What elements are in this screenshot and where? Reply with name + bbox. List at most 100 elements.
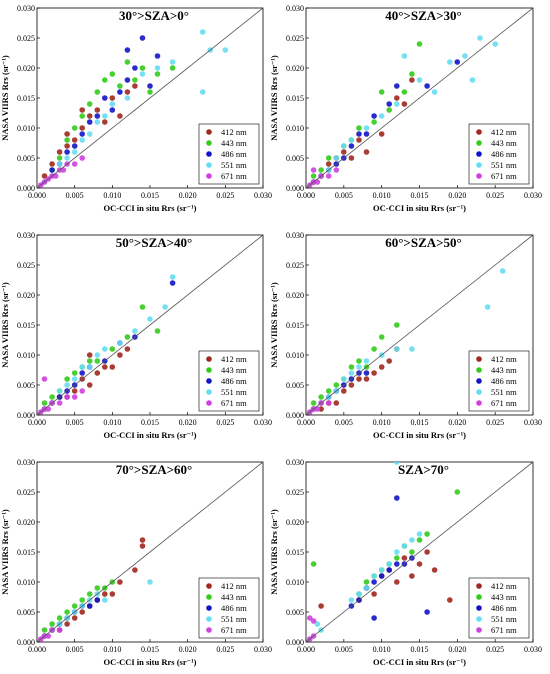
scatter-panel-6: 0.000 0.005 0.010 0.015 0.020 0.025 0.030 0.000…: [269, 458, 542, 667]
data-point: [109, 591, 116, 597]
data-point: [49, 161, 55, 167]
panel-title: SZA>70°: [398, 462, 449, 477]
data-point: [139, 543, 146, 549]
data-point: [401, 101, 408, 107]
data-point: [86, 113, 93, 119]
data-point: [45, 633, 52, 639]
data-point: [424, 531, 430, 537]
legend-marker: [476, 367, 482, 373]
data-point: [94, 358, 101, 364]
legend-label: 671 nm: [221, 625, 247, 635]
data-point: [102, 346, 108, 352]
y-tick-label: 0.000: [286, 638, 304, 647]
data-point: [45, 406, 52, 412]
data-point: [386, 101, 393, 107]
legend-label: 671 nm: [221, 171, 247, 181]
data-point: [79, 107, 85, 113]
legend-marker: [476, 173, 482, 179]
data-point: [86, 101, 93, 107]
x-tick-label: 0.030: [524, 191, 542, 200]
data-point: [102, 364, 108, 370]
x-tick-label: 0.030: [254, 418, 272, 427]
data-point: [64, 143, 70, 149]
x-tick-label: 0.010: [373, 418, 391, 427]
data-point: [169, 274, 176, 280]
x-tick-label: 0.020: [448, 645, 466, 654]
legend-label: 551 nm: [491, 387, 517, 397]
y-tick-label: 0.000: [17, 184, 35, 193]
legend-label: 443 nm: [491, 365, 517, 375]
data-point: [431, 89, 438, 95]
legend-marker: [476, 140, 482, 146]
data-point: [394, 101, 400, 107]
data-point: [356, 591, 362, 597]
data-point: [64, 376, 70, 382]
data-point: [371, 591, 377, 597]
legend-marker: [476, 151, 482, 157]
y-tick-label: 0.020: [17, 291, 35, 300]
data-point: [386, 107, 393, 113]
panel-title: 70°>SZA>60°: [116, 462, 193, 477]
data-point: [378, 334, 385, 340]
legend-marker: [476, 594, 482, 600]
y-tick-label: 0.000: [286, 184, 304, 193]
x-tick-label: 0.005: [335, 418, 353, 427]
x-tick-label: 0.000: [28, 418, 46, 427]
legend-label: 412 nm: [491, 354, 517, 364]
x-tick-label: 0.030: [254, 191, 272, 200]
data-point: [139, 71, 146, 77]
data-point: [409, 77, 415, 83]
data-point: [169, 280, 176, 286]
data-point: [333, 382, 340, 388]
data-point: [394, 462, 400, 465]
data-point: [139, 35, 146, 41]
x-tick-label: 0.000: [297, 418, 315, 427]
x-axis-label: OC-CCI in situ Rrs (sr⁻¹): [373, 203, 466, 213]
data-point: [341, 143, 347, 149]
legend-label: 443 nm: [491, 138, 517, 148]
data-point: [356, 137, 362, 143]
legend-marker: [206, 173, 212, 179]
data-point: [454, 59, 461, 65]
legend-marker: [206, 389, 212, 395]
legend-marker: [476, 627, 482, 633]
data-point: [314, 621, 321, 627]
data-point: [64, 137, 70, 143]
x-tick-label: 0.005: [66, 645, 84, 654]
data-point: [378, 131, 385, 137]
data-point: [371, 579, 377, 585]
data-point: [394, 322, 400, 328]
x-tick-label: 0.020: [448, 191, 466, 200]
data-point: [348, 137, 355, 143]
y-tick-label: 0.030: [17, 231, 35, 240]
data-point: [394, 555, 400, 561]
data-point: [49, 167, 55, 173]
one-to-one-line: [36, 7, 264, 189]
data-point: [394, 579, 400, 585]
data-point: [64, 382, 70, 388]
y-tick-label: 0.025: [17, 261, 35, 270]
data-point: [124, 59, 131, 65]
data-point: [79, 125, 85, 131]
data-point: [394, 495, 400, 501]
data-point: [394, 561, 400, 567]
y-tick-label: 0.030: [17, 458, 35, 467]
legend-label: 551 nm: [221, 614, 247, 624]
data-point: [124, 77, 131, 83]
legend-marker: [206, 151, 212, 157]
legend-marker: [476, 162, 482, 168]
legend-marker: [476, 400, 482, 406]
data-point: [325, 161, 332, 167]
data-point: [147, 89, 153, 95]
data-point: [447, 597, 453, 603]
data-point: [199, 29, 206, 35]
data-point: [56, 615, 63, 621]
data-point: [348, 382, 355, 388]
x-tick-label: 0.025: [486, 418, 504, 427]
scatter-panel-3: 0.000 0.005 0.010 0.015 0.020 0.025 0.030 0.000…: [0, 231, 272, 440]
y-axis-label: NASA VIIRS Rrs (sr⁻¹): [269, 55, 279, 141]
data-point: [499, 268, 506, 274]
data-point: [154, 65, 161, 71]
data-point: [314, 179, 321, 185]
data-point: [56, 149, 63, 155]
